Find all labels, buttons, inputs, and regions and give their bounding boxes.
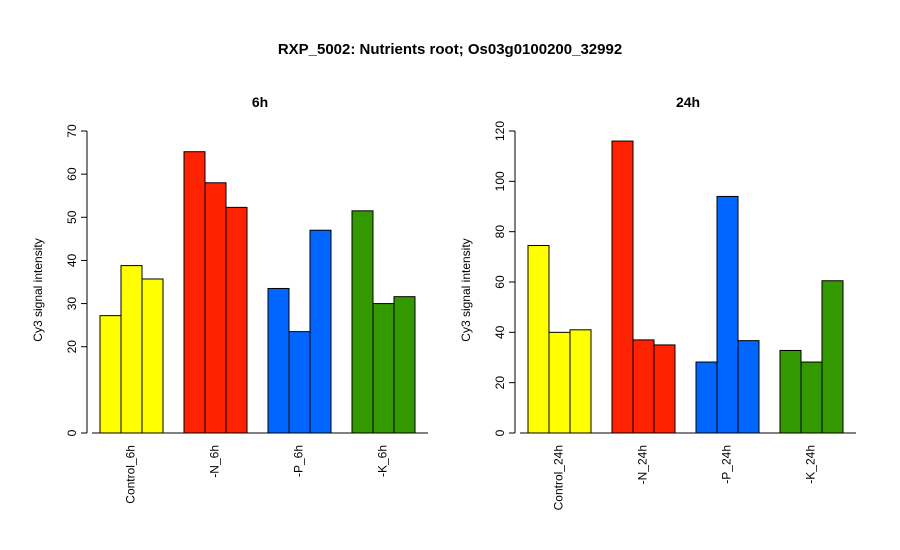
bar (288, 331, 311, 434)
chart-title: RXP_5002: Nutrients root; Os03g0100200_3… (278, 41, 622, 58)
bar (372, 303, 395, 434)
y-tick-label: 40 (493, 325, 507, 339)
y-tick-label: 120 (493, 121, 507, 141)
bar (548, 331, 571, 434)
y-tick-label: 20 (65, 340, 79, 354)
y-tick-label: 30 (65, 297, 79, 311)
y-tick-label: 40 (65, 253, 79, 267)
y-axis-label: Cy3 signal intensity (459, 238, 473, 341)
y-tick-label: 60 (493, 275, 507, 289)
category-label: -K_24h (804, 445, 818, 484)
bar (351, 210, 374, 434)
y-axis-label: Cy3 signal intensity (31, 238, 45, 341)
bar (527, 245, 550, 434)
bar (569, 329, 592, 434)
y-tick-label: 100 (493, 171, 507, 191)
y-tick-label: 80 (493, 225, 507, 239)
category-label: Control_24h (552, 445, 566, 510)
category-label: -P_24h (720, 445, 734, 484)
category-label: -N_24h (636, 445, 650, 484)
y-tick-label: 0 (65, 429, 79, 436)
category-label: -N_6h (208, 445, 222, 478)
y-tick-label: 20 (493, 376, 507, 390)
bar (267, 287, 290, 434)
bar (632, 339, 655, 434)
bar (183, 151, 206, 434)
bar (716, 195, 739, 434)
bar (611, 140, 634, 434)
bar (393, 296, 416, 434)
panel-title: 6h (252, 94, 268, 110)
bar (309, 229, 332, 434)
y-tick-label: 60 (65, 167, 79, 181)
bar (737, 340, 760, 434)
category-label: -K_6h (376, 445, 390, 477)
bar (204, 182, 227, 434)
panel-title: 24h (676, 94, 700, 110)
bar (800, 361, 823, 434)
bar (779, 349, 802, 434)
y-tick-label: 0 (493, 429, 507, 436)
bar (99, 315, 122, 434)
bar (141, 278, 164, 434)
y-tick-label: 70 (65, 124, 79, 138)
bar (695, 361, 718, 434)
panel-6h: 6h 0 20 30 40 50 60 70 Cy3 signal intensity Contr… (31, 94, 428, 504)
bar (225, 206, 248, 434)
panel-24h: 24h 0 20 40 60 80 100 120 Cy3 signal intensity Co… (459, 94, 856, 510)
bar (821, 280, 844, 434)
category-label: Control_6h (124, 445, 138, 504)
y-tick-label: 50 (65, 210, 79, 224)
bar (653, 344, 676, 434)
bar (120, 265, 143, 434)
category-label: -P_6h (292, 445, 306, 477)
